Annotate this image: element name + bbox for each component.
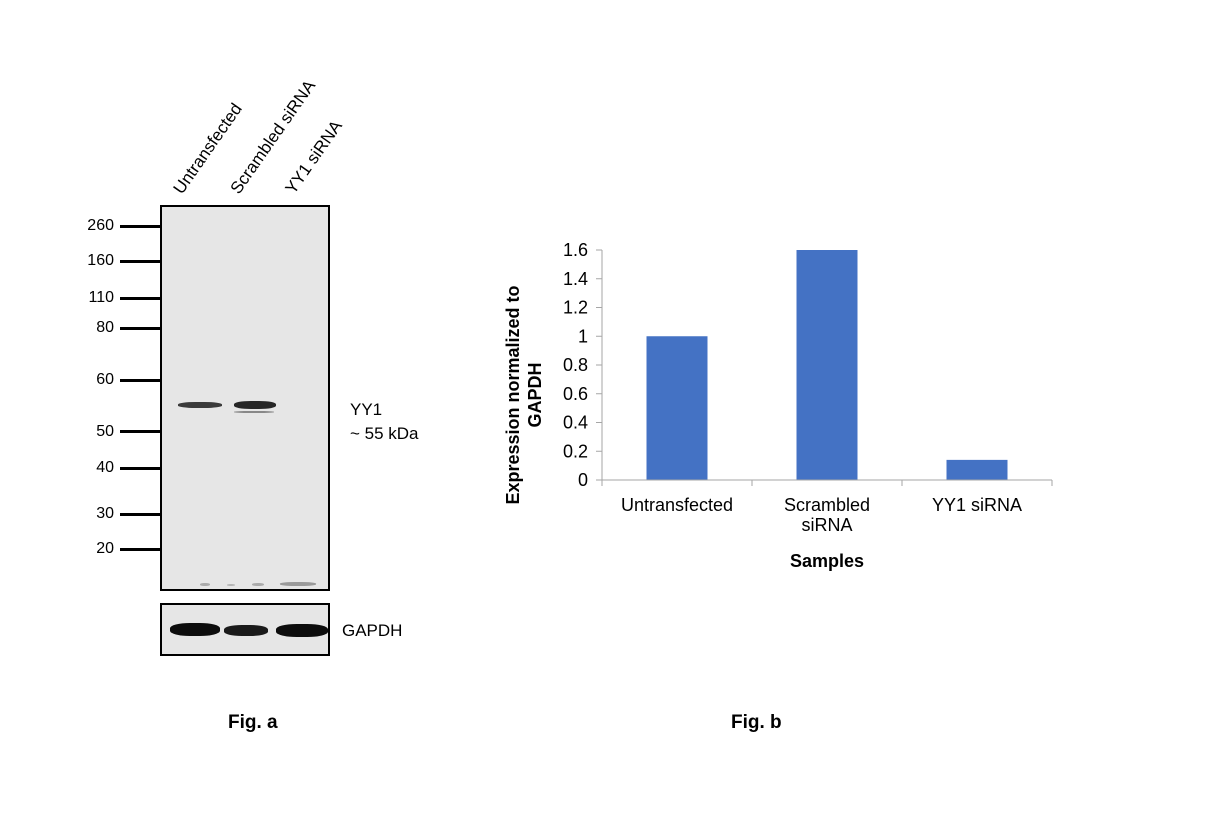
marker-tick-20 xyxy=(120,548,160,551)
faint-band-lane2b xyxy=(252,583,264,586)
y-tick-label: 0 xyxy=(578,470,588,490)
blot-gapdh-panel xyxy=(160,603,330,656)
marker-label-40: 40 xyxy=(96,459,114,476)
marker-label-20: 20 xyxy=(96,540,114,557)
gapdh-band-yy1-sirna xyxy=(276,624,328,637)
western-blot-figure: Untransfected Scrambled siRNA YY1 siRNA … xyxy=(0,0,480,819)
y-tick-label: 0.6 xyxy=(563,384,588,404)
y-axis-title: Expression normalized to GAPDH xyxy=(503,285,545,504)
y-tick-label: 0.2 xyxy=(563,441,588,461)
y-axis: 0 0.2 0.4 0.6 0.8 1 1.2 1.4 1.6 xyxy=(563,240,603,490)
figure-b-label: Fig. b xyxy=(731,712,782,733)
marker-label-110: 110 xyxy=(88,289,114,306)
yy1-band-scrambled-shadow xyxy=(234,411,274,413)
y-tick-label: 1.6 xyxy=(563,240,588,260)
marker-tick-30 xyxy=(120,513,160,516)
marker-label-60: 60 xyxy=(96,371,114,388)
bar-3 xyxy=(946,459,1008,480)
bar-2 xyxy=(796,250,858,480)
y-axis-title-line: Expression normalized to xyxy=(503,285,523,504)
blot-main-panel xyxy=(160,205,330,591)
marker-tick-40 xyxy=(120,467,160,470)
marker-tick-110 xyxy=(120,297,160,300)
gapdh-label: GAPDH xyxy=(342,621,403,640)
marker-tick-50 xyxy=(120,430,160,433)
marker-label-260: 260 xyxy=(87,217,114,234)
x-tick-label: Scrambled siRNA xyxy=(784,495,870,535)
yy1-band-scrambled-sirna xyxy=(234,401,276,409)
x-tick-label: Untransfected xyxy=(621,495,733,515)
target-size-label: ~ 55 kDa xyxy=(350,424,419,443)
y-tick-label: 1 xyxy=(578,326,588,346)
marker-tick-80 xyxy=(120,327,160,330)
bars xyxy=(646,250,1008,480)
faint-band-lane2a xyxy=(227,584,235,586)
marker-tick-60 xyxy=(120,379,160,382)
figure-a-label: Fig. a xyxy=(228,712,278,733)
faint-band-lane1 xyxy=(200,583,210,586)
marker-label-160: 160 xyxy=(87,252,114,269)
x-axis: Untransfected Scrambled siRNA YY1 siRNA xyxy=(601,479,1053,535)
bar-chart: Expression normalized to GAPDH 0 0.2 0.4 0.6… xyxy=(503,240,1053,571)
y-tick-label: 1.4 xyxy=(563,269,588,289)
y-tick-label: 1.2 xyxy=(563,298,588,318)
marker-tick-260 xyxy=(120,225,160,228)
x-tick-label: YY1 siRNA xyxy=(932,495,1022,515)
y-axis-title-line: GAPDH xyxy=(525,362,545,427)
y-tick-label: 0.8 xyxy=(563,355,588,375)
yy1-band-untransfected xyxy=(178,402,222,408)
lane-label-yy1-sirna: YY1 siRNA xyxy=(281,116,346,198)
marker-label-80: 80 xyxy=(96,319,114,336)
marker-label-50: 50 xyxy=(96,423,114,440)
x-axis-title: Samples xyxy=(790,551,864,571)
marker-tick-160 xyxy=(120,260,160,263)
y-tick-label: 0.4 xyxy=(563,413,588,433)
faint-band-lane3 xyxy=(280,582,316,586)
target-label: YY1 xyxy=(350,400,383,419)
gapdh-band-untransfected xyxy=(170,623,220,636)
marker-label-30: 30 xyxy=(96,505,114,522)
gapdh-band-scrambled-sirna xyxy=(224,625,268,636)
bar-1 xyxy=(646,336,708,480)
